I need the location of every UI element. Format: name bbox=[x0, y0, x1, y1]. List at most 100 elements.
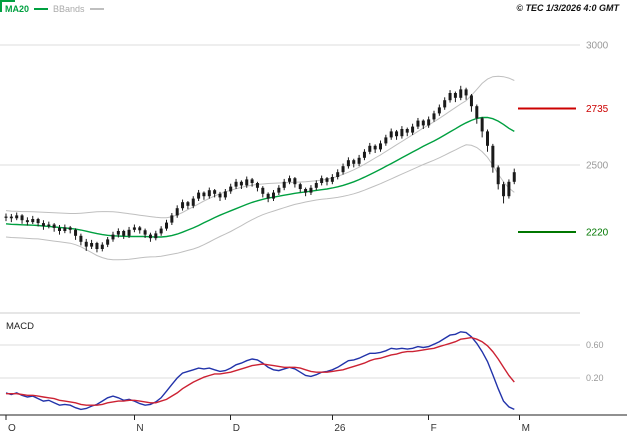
candle-body bbox=[395, 131, 399, 137]
candle-body bbox=[170, 215, 174, 223]
x-axis-label: M bbox=[522, 423, 530, 434]
corner-mark bbox=[0, 0, 15, 12]
candle-body bbox=[437, 107, 441, 114]
candle-body bbox=[421, 120, 425, 126]
candle-body bbox=[346, 160, 350, 167]
candle-body bbox=[4, 216, 8, 218]
candle-body bbox=[480, 118, 484, 132]
candle-body bbox=[229, 186, 233, 192]
candle-body bbox=[31, 219, 35, 223]
bollinger-upper-line bbox=[5, 75, 515, 219]
x-axis-label: O bbox=[8, 423, 16, 434]
candle-body bbox=[186, 202, 190, 206]
candle-body bbox=[469, 95, 473, 107]
candle-body bbox=[304, 189, 308, 193]
candle-body bbox=[79, 235, 83, 242]
candle-body bbox=[138, 227, 142, 231]
candle-body bbox=[197, 192, 201, 199]
candle-body bbox=[288, 178, 292, 182]
candle-body bbox=[298, 184, 302, 189]
candle-body bbox=[41, 223, 45, 227]
candle-body bbox=[502, 184, 506, 197]
candle-body bbox=[314, 183, 318, 188]
candle-body bbox=[116, 231, 120, 235]
candle-body bbox=[90, 243, 94, 247]
candle-body bbox=[84, 241, 88, 247]
x-axis-label: 26 bbox=[334, 423, 346, 434]
price-level-label: 2220 bbox=[586, 228, 609, 239]
candle-body bbox=[491, 145, 495, 168]
candle-body bbox=[111, 234, 115, 240]
candle-body bbox=[379, 143, 382, 150]
candle-body bbox=[448, 93, 452, 101]
candle-body bbox=[368, 145, 372, 152]
macd-axis-label: 0.60 bbox=[586, 340, 604, 350]
candle-body bbox=[411, 126, 415, 133]
candle-body bbox=[357, 157, 361, 164]
macd-panel-label: MACD bbox=[6, 321, 34, 332]
ma20-line-swatch-icon bbox=[34, 8, 49, 10]
x-axis-label: N bbox=[136, 423, 143, 434]
candle-body bbox=[234, 181, 238, 187]
candle-body bbox=[330, 177, 334, 182]
candle-body bbox=[25, 220, 29, 223]
candle-body bbox=[239, 181, 243, 186]
candle-body bbox=[373, 145, 377, 150]
candle-body bbox=[277, 187, 281, 193]
price-level-label: 2735 bbox=[586, 104, 609, 115]
candle-body bbox=[58, 227, 61, 231]
candle-body bbox=[416, 120, 420, 127]
macd-signal-line bbox=[6, 336, 515, 406]
ma20-legend-label: MA20 bbox=[5, 4, 30, 14]
bollinger-lower-line bbox=[5, 144, 515, 261]
candle-body bbox=[47, 224, 51, 227]
candle-body bbox=[202, 192, 206, 197]
candle-body bbox=[127, 229, 131, 236]
candle-body bbox=[9, 216, 13, 219]
price-axis-label: 2500 bbox=[586, 161, 609, 172]
candle-body bbox=[63, 227, 67, 231]
candle-body bbox=[496, 167, 500, 185]
copyright-text: © TEC 1/3/2026 4:0 GMT bbox=[516, 3, 619, 13]
candle-body bbox=[266, 193, 270, 199]
x-axis-label: D bbox=[233, 423, 240, 434]
candle-body bbox=[475, 106, 479, 119]
candle-body bbox=[74, 229, 78, 236]
macd-axis-label: 0.20 bbox=[586, 373, 604, 383]
candle-body bbox=[159, 228, 163, 234]
candle-body bbox=[250, 179, 254, 183]
candle-body bbox=[122, 231, 126, 236]
candle-body bbox=[400, 129, 404, 137]
candle-body bbox=[191, 198, 195, 206]
candle-body bbox=[405, 129, 409, 133]
candle-body bbox=[389, 131, 393, 138]
ma20-line bbox=[5, 116, 515, 238]
indicator-legend: MA20 BBands bbox=[5, 4, 104, 14]
candle-body bbox=[336, 172, 340, 177]
macd-line bbox=[5, 331, 515, 411]
candle-body bbox=[320, 178, 324, 183]
candle-body bbox=[255, 183, 259, 188]
candle-body bbox=[309, 187, 313, 193]
candle-body bbox=[507, 181, 511, 197]
candle-body bbox=[245, 179, 249, 186]
candle-body bbox=[148, 234, 152, 239]
candle-body bbox=[175, 208, 179, 216]
candle-body bbox=[352, 160, 356, 164]
price-axis-label: 3000 bbox=[586, 41, 609, 52]
candle-body bbox=[432, 113, 436, 120]
candle-body bbox=[207, 190, 211, 197]
candle-body bbox=[181, 202, 185, 209]
candle-body bbox=[464, 89, 468, 96]
candle-body bbox=[132, 227, 136, 230]
candle-body bbox=[362, 151, 366, 158]
candle-body bbox=[223, 191, 227, 198]
candle-body bbox=[512, 172, 516, 182]
candle-body bbox=[325, 178, 329, 182]
bbands-legend-label: BBands bbox=[53, 4, 85, 14]
candle-body bbox=[443, 100, 447, 108]
candle-body bbox=[427, 119, 431, 126]
candle-body bbox=[95, 243, 99, 249]
candle-body bbox=[459, 89, 463, 98]
